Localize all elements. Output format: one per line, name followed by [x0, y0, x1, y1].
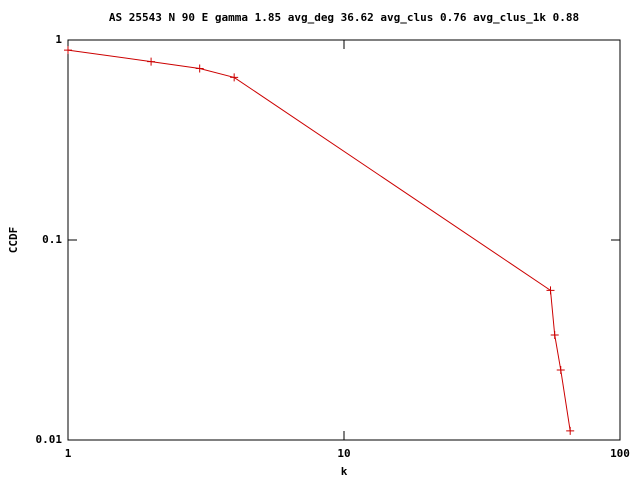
y-axis-label: CCDF — [7, 227, 20, 254]
point-marker — [147, 57, 156, 66]
x-tick-label: 10 — [337, 447, 350, 460]
y-tick-label: 0.1 — [42, 233, 62, 246]
x-tick-label: 100 — [610, 447, 630, 460]
x-axis-label: k — [341, 465, 348, 478]
point-marker — [64, 46, 72, 55]
plot-border — [67, 39, 621, 441]
y-tick-label: 1 — [55, 33, 62, 46]
chart-title: AS 25543 N 90 E gamma 1.85 avg_deg 36.62… — [109, 11, 579, 24]
point-marker — [230, 73, 239, 82]
x-tick-label: 1 — [65, 447, 72, 460]
point-marker — [195, 64, 204, 73]
point-marker — [556, 365, 565, 374]
y-tick-label: 0.01 — [36, 433, 63, 446]
point-marker — [566, 426, 575, 435]
point-marker — [546, 286, 555, 295]
point-marker — [550, 330, 559, 339]
series-line — [67, 49, 571, 432]
